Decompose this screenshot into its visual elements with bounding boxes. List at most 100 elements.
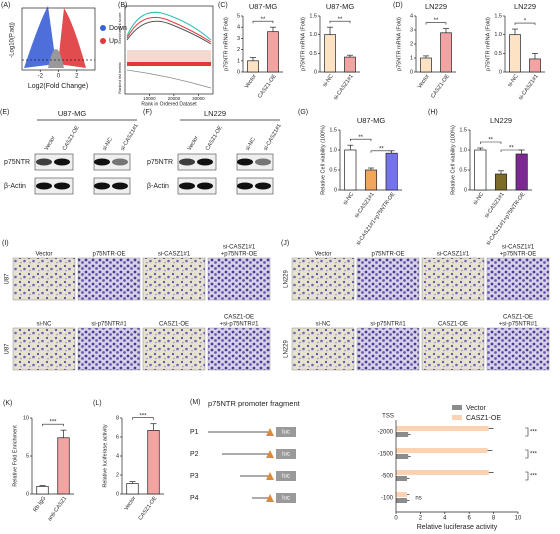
luc-box (276, 449, 296, 459)
legend-label: Down (109, 25, 127, 32)
image-label: Vector (314, 252, 331, 258)
row-label: p75NTR (147, 159, 173, 166)
row-label: LN229 (284, 270, 290, 288)
y-tick-label: 1.5 (459, 127, 467, 133)
bar (420, 57, 432, 73)
legend-marker (100, 25, 106, 31)
legend-swatch (452, 405, 462, 410)
luc-box (276, 471, 296, 481)
y-axis-label: Relative Cell viability (100%) (320, 125, 326, 195)
bar (494, 173, 508, 191)
legend-label: Up (109, 38, 118, 45)
bar (126, 483, 139, 495)
y-tick-label: 0.5 (329, 167, 337, 173)
image-label: p75NTR-OE (92, 252, 125, 258)
blot-band (179, 182, 195, 190)
y-tick-label: 4 (410, 13, 413, 19)
x-axis-label: Rank in Ordered Dataset (141, 101, 197, 107)
y-tick-label: 10 (23, 415, 29, 421)
blot-band (112, 182, 128, 190)
x-tick-label: Vector (123, 495, 137, 511)
lane-label: si-NC (245, 137, 257, 152)
panel-label: (F) (143, 109, 152, 116)
y-axis-label: -Log10(P.adj) (10, 22, 16, 58)
panel-label: (D) (393, 2, 403, 9)
x-tick-label: 30000 (192, 96, 205, 101)
panel-label: (M) (190, 399, 201, 406)
chart-title: LN229 (490, 116, 512, 125)
y-tick-label: 1.5 (494, 13, 502, 19)
micrograph (356, 327, 420, 371)
x-tick-label: CASZ1-OE (257, 73, 278, 99)
fragment-label: P3 (190, 473, 199, 480)
x-tick-label: 0 (57, 74, 61, 80)
promoter-marker (266, 472, 274, 480)
y-tick-label: 5 (237, 13, 240, 19)
image-label: +si-p75NTR#1 (220, 322, 260, 328)
lane-label: si-NC (102, 137, 114, 152)
x-tick-label: Rb IgG (32, 496, 47, 514)
y-axis-label: p75NTR mRNA (Fold) (485, 17, 491, 71)
panel-label: (H) (428, 109, 438, 116)
y-tick-label: 0 (464, 187, 467, 193)
y-tick-label: 2 (237, 47, 240, 53)
significance-label: *** (49, 420, 57, 426)
x-tick-label: si-NC (472, 192, 485, 207)
significance-label: ** (488, 138, 493, 144)
bar (247, 60, 259, 73)
x-tick-label: 6 (468, 516, 472, 522)
blot-band (112, 158, 128, 166)
row-label: U87 (5, 343, 11, 355)
significance-label: ns (415, 496, 421, 502)
volcano-cloud (21, 6, 96, 71)
significance-bracket (480, 141, 502, 144)
micrograph (12, 257, 76, 301)
bar (324, 34, 336, 73)
bar (147, 430, 160, 495)
significance-bracket (500, 149, 522, 152)
panel-label: (B) (118, 2, 127, 9)
significance-bracket (525, 471, 529, 481)
lane-label: Vector (44, 135, 57, 152)
x-tick-label: Vector (244, 73, 258, 89)
significance-label: ** (434, 18, 439, 24)
luc-label: luc (282, 474, 290, 480)
y-tick-label: 4 (237, 25, 240, 31)
bar (364, 169, 378, 191)
y-axis-label: p75NTR mRNA (Fold) (396, 17, 402, 71)
x-tick-label: 4 (443, 516, 447, 522)
y-tick-label: 0 (334, 187, 337, 193)
y-tick-label: 0.5 (459, 167, 467, 173)
row-label: U87 (5, 273, 11, 285)
row-label: LN229 (284, 340, 290, 358)
bar (396, 448, 488, 453)
significance-label: *** (530, 430, 538, 436)
y-tick-label: 6 (116, 434, 119, 440)
significance-label: *** (530, 474, 538, 480)
image-label: Vector (35, 252, 52, 258)
bar (396, 498, 407, 503)
significance-label: ** (338, 17, 343, 23)
y-axis-label: Relative luciferase activity (102, 424, 108, 488)
y-axis-label: p75NTR mRNA (Fold) (300, 17, 306, 71)
chart-title: U87-MG (326, 2, 355, 11)
y-tick-label: 1.0 (329, 147, 337, 153)
blot-band (237, 158, 253, 166)
significance-label: ** (261, 17, 266, 23)
y-tick-label: 2 (410, 41, 413, 47)
luc-box (276, 493, 296, 503)
panel-label: (J) (281, 240, 289, 247)
micrograph (142, 257, 206, 301)
legend-label: CASZ1-OE (466, 415, 501, 422)
blot-title: U87-MG (58, 109, 87, 118)
bar (36, 486, 49, 495)
y-axis-label: p75NTR mRNA (Fold) (223, 17, 229, 71)
image-label: si-p75NTR#1 (91, 322, 127, 328)
panel-label: (L) (93, 400, 102, 407)
image-label: CASZ1-OE (438, 322, 468, 328)
tss-label: TSS (382, 414, 394, 420)
blot-band (179, 158, 195, 166)
row-label: β-Actin (147, 183, 169, 190)
chart-title: LN229 (514, 2, 536, 11)
blot-band (197, 182, 213, 190)
